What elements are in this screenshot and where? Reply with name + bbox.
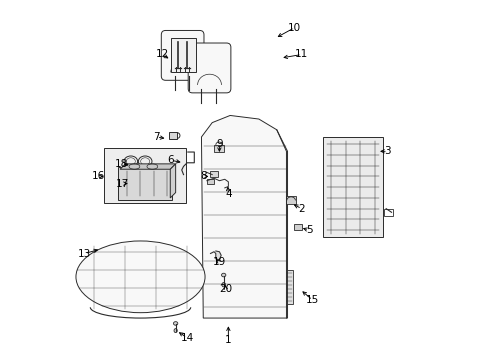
Polygon shape xyxy=(201,116,287,318)
Text: 10: 10 xyxy=(287,23,301,33)
Text: 15: 15 xyxy=(305,295,319,305)
Text: 1: 1 xyxy=(224,334,231,345)
Bar xyxy=(214,145,223,152)
Polygon shape xyxy=(210,251,221,260)
Bar xyxy=(285,197,296,204)
Bar xyxy=(169,132,177,139)
Bar xyxy=(323,137,382,237)
Text: 18: 18 xyxy=(115,159,128,169)
Text: 5: 5 xyxy=(305,225,312,235)
Ellipse shape xyxy=(221,273,225,277)
Bar xyxy=(286,270,292,304)
Text: 11: 11 xyxy=(295,49,308,59)
Text: 12: 12 xyxy=(155,49,168,59)
Ellipse shape xyxy=(173,321,178,325)
Text: 7: 7 xyxy=(153,132,160,142)
FancyBboxPatch shape xyxy=(161,31,203,80)
Bar xyxy=(171,39,196,72)
Bar xyxy=(206,179,214,184)
Text: 17: 17 xyxy=(116,179,129,189)
Text: 6: 6 xyxy=(167,155,174,165)
Polygon shape xyxy=(120,164,175,169)
Text: 3: 3 xyxy=(384,146,390,156)
Text: 14: 14 xyxy=(180,333,193,343)
Polygon shape xyxy=(170,164,175,198)
Bar xyxy=(210,171,218,177)
Text: 19: 19 xyxy=(212,257,225,267)
Text: 2: 2 xyxy=(298,204,305,214)
Text: 13: 13 xyxy=(78,248,91,258)
Text: 8: 8 xyxy=(200,171,206,181)
Bar xyxy=(293,224,301,230)
Ellipse shape xyxy=(174,329,177,333)
Bar xyxy=(104,148,186,203)
Ellipse shape xyxy=(222,283,225,287)
Text: 16: 16 xyxy=(91,171,104,181)
Ellipse shape xyxy=(76,241,204,313)
Bar xyxy=(384,209,392,216)
FancyBboxPatch shape xyxy=(188,43,230,93)
Text: 20: 20 xyxy=(219,284,232,294)
Text: 4: 4 xyxy=(224,189,231,199)
FancyBboxPatch shape xyxy=(118,167,172,200)
Text: 9: 9 xyxy=(216,139,222,149)
